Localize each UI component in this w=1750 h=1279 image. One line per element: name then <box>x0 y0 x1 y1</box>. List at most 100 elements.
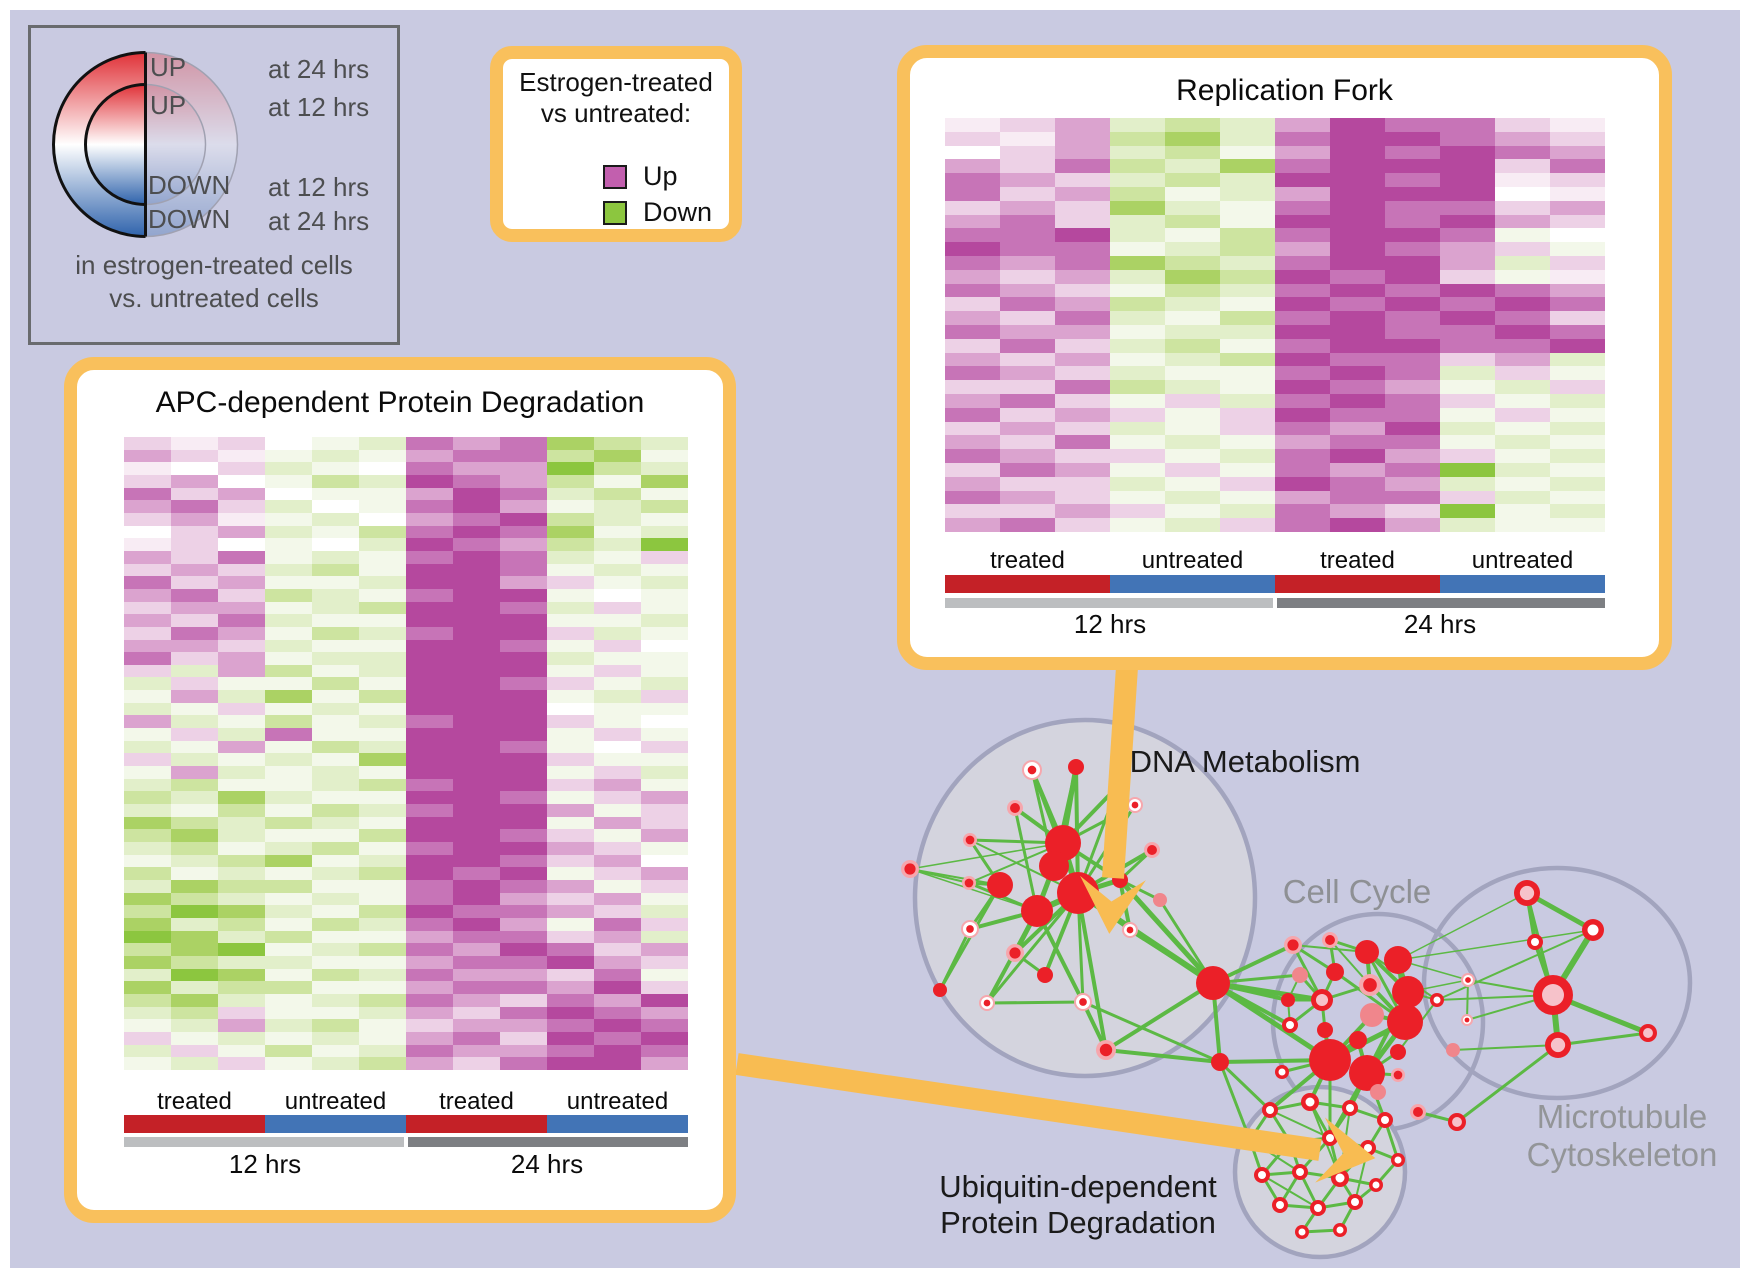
heatmap-cell <box>453 905 500 918</box>
heatmap-cell <box>1220 118 1275 132</box>
network-node-pink <box>1153 893 1167 907</box>
heatmap-cell <box>1495 338 1550 353</box>
heatmap-cell <box>1385 311 1440 325</box>
network-node-ring-center <box>1298 1228 1306 1236</box>
heatmap-cell <box>1330 269 1385 284</box>
heatmap-cell <box>1330 490 1385 505</box>
heatmap-cell <box>218 652 265 665</box>
heatmap-cell <box>312 892 359 906</box>
up-color-swatch <box>603 164 627 189</box>
heatmap-cell <box>218 664 265 678</box>
heatmap-cell <box>218 702 265 716</box>
heatmap-cell <box>1330 283 1385 298</box>
network-node-ring-center <box>1266 1106 1274 1114</box>
heatmap-cell <box>1055 338 1110 353</box>
heatmap-cell <box>265 437 312 450</box>
network-edge <box>1104 981 1215 1052</box>
heatmap-cell <box>406 829 453 842</box>
heatmap-cell <box>1055 421 1110 436</box>
heatmap-cell <box>1275 435 1330 450</box>
heatmap-cell <box>641 652 688 665</box>
heatmap-cell <box>594 1019 641 1032</box>
heatmap-cell <box>945 297 1000 312</box>
heatmap-cell <box>406 1019 453 1032</box>
heatmap-cell <box>641 538 688 551</box>
heatmap-cell <box>1000 214 1055 229</box>
heatmap-cell <box>1550 366 1605 381</box>
heatmap-cell <box>1330 421 1385 436</box>
heatmap-cell <box>1550 228 1605 243</box>
heatmap-cell <box>641 588 688 602</box>
heatmap-cell <box>1550 214 1605 229</box>
heatmap-cell <box>1440 118 1495 132</box>
heatmap-cell <box>1495 131 1550 146</box>
heatmap-cell <box>265 639 312 653</box>
heatmap-cell <box>1055 462 1110 477</box>
heatmap-cell <box>1165 118 1220 132</box>
network-node-ring-center <box>1531 938 1539 946</box>
heatmap-cell <box>1165 186 1220 201</box>
heatmap-cell <box>1275 338 1330 353</box>
heatmap-cell <box>1440 297 1495 312</box>
heatmap-cell <box>406 993 453 1007</box>
heatmap-cell <box>406 437 453 450</box>
heatmap-cell <box>945 380 1000 394</box>
heatmap-cell <box>1165 366 1220 381</box>
network-edge <box>1035 909 1085 1004</box>
heatmap-cell <box>1330 145 1385 160</box>
heatmap-cell <box>124 955 171 969</box>
heatmap-cell <box>359 652 406 665</box>
heatmap-cell <box>1165 214 1220 229</box>
heatmap-cell <box>547 968 594 982</box>
heatmap-cell <box>406 1044 453 1058</box>
heatmap-cell <box>945 186 1000 201</box>
heatmap-cell <box>1110 118 1165 132</box>
network-node-red <box>1326 963 1344 981</box>
heatmap-cell <box>594 601 641 615</box>
heatmap-cell <box>406 867 453 880</box>
heatmap-cell <box>1220 504 1275 519</box>
ring-down-24-dir: DOWN <box>148 204 231 234</box>
heatmap-cell <box>265 981 312 994</box>
heatmap-cell <box>1110 366 1165 381</box>
heatmap-cell <box>124 728 171 741</box>
heatmap-cell <box>594 930 641 944</box>
heatmap-cell <box>1055 269 1110 284</box>
network-node-ring-pink-center <box>1643 1028 1653 1038</box>
heatmap-cell <box>124 791 171 805</box>
heatmap-cell <box>945 242 1000 256</box>
heatmap-cell <box>1495 449 1550 463</box>
heatmap-cell <box>265 943 312 956</box>
heatmap-cell <box>1275 297 1330 312</box>
heatmap-cell <box>1385 352 1440 367</box>
heatmap-cell <box>594 1044 641 1058</box>
heatmap-cell <box>500 576 547 589</box>
heatmap-cell <box>500 462 547 475</box>
heatmap-cell <box>1110 297 1165 312</box>
heatmap-cell <box>359 917 406 931</box>
heatmap-cell <box>359 829 406 842</box>
heatmap-cell <box>171 955 218 969</box>
heatmap-cell <box>1550 421 1605 436</box>
heatmap-cell <box>1000 476 1055 491</box>
heatmap-cell <box>547 1057 594 1070</box>
heatmap-cell <box>500 892 547 906</box>
heatmap-cell <box>1495 214 1550 229</box>
heatmap-cell <box>1495 159 1550 174</box>
heatmap-cell <box>1055 352 1110 367</box>
heatmap-cell <box>1440 476 1495 491</box>
heatmap-cell <box>171 576 218 589</box>
heatmap-cell <box>406 576 453 589</box>
heatmap-cell <box>1275 131 1330 146</box>
network-node-pink <box>1446 1043 1460 1057</box>
heatmap-cell <box>218 614 265 627</box>
heatmap-cell <box>265 854 312 868</box>
heatmap-cell <box>124 854 171 868</box>
heatmap-cell <box>1440 200 1495 215</box>
heatmap-cell <box>124 1031 171 1045</box>
heatmap-cell <box>1440 311 1495 325</box>
group-label-treated-0: treated <box>990 547 1065 574</box>
heatmap-cell <box>594 626 641 640</box>
heatmap-cell <box>406 664 453 678</box>
heatmap-cell <box>547 512 594 526</box>
